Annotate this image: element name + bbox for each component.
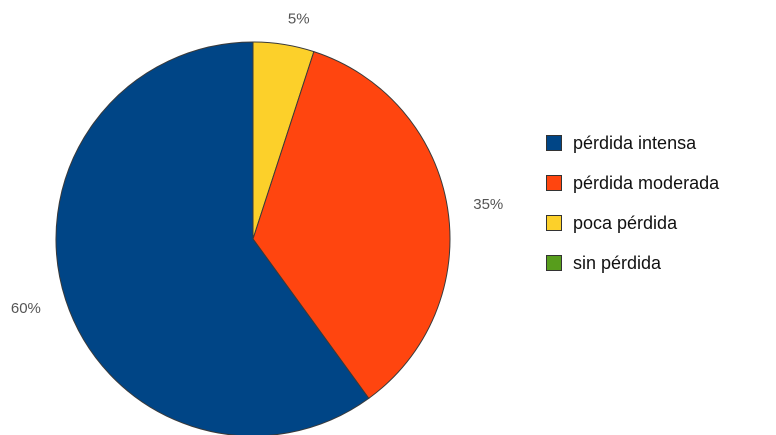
- pie-label-perdida-intensa: 60%: [11, 300, 41, 317]
- legend-label: poca pérdida: [573, 212, 678, 233]
- pie-slices: [55, 41, 451, 435]
- legend-label: pérdida moderada: [573, 172, 720, 193]
- legend-label: pérdida intensa: [573, 132, 697, 153]
- pie-label-poca-perdida: 5%: [288, 11, 310, 28]
- legend-label: sin pérdida: [573, 252, 662, 273]
- pie-label-perdida-moderada: 35%: [473, 196, 503, 213]
- legend-item-perdida-intensa: pérdida intensa: [546, 133, 719, 153]
- legend-item-sin-perdida: sin pérdida: [546, 253, 719, 273]
- legend: pérdida intensa pérdida moderada poca pé…: [546, 133, 719, 293]
- legend-swatch: [546, 135, 562, 151]
- legend-swatch: [546, 255, 562, 271]
- legend-item-perdida-moderada: pérdida moderada: [546, 173, 719, 193]
- legend-swatch: [546, 175, 562, 191]
- legend-item-poca-perdida: poca pérdida: [546, 213, 719, 233]
- pie-slice-perdida-intensa: [55, 41, 370, 435]
- pie-labels: 5% 35% 60%: [11, 11, 503, 317]
- legend-swatch: [546, 215, 562, 231]
- pie-slice-perdida-moderada: [252, 51, 451, 399]
